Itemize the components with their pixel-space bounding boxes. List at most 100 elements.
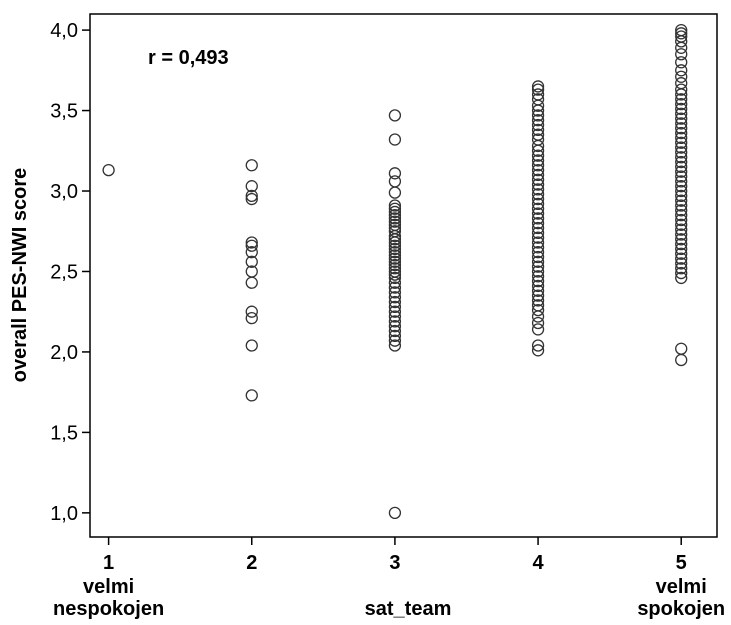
- data-point: [531, 221, 545, 235]
- data-point: [675, 107, 688, 120]
- data-point: [675, 160, 688, 174]
- data-point: [675, 27, 688, 40]
- data-point: [531, 284, 545, 297]
- data-point: [388, 215, 402, 228]
- data-point: [531, 303, 545, 317]
- data-point: [531, 241, 545, 254]
- x-category-label: spokojen: [637, 598, 725, 620]
- x-axis-title: sat_team: [365, 598, 452, 620]
- data-point: [675, 233, 688, 246]
- data-point: [531, 159, 545, 172]
- data-point: [675, 48, 688, 61]
- data-point: [388, 324, 402, 338]
- data-point: [388, 276, 402, 289]
- y-tick-label: 3,0: [50, 181, 78, 203]
- data-point: [675, 64, 688, 77]
- data-point: [388, 186, 402, 199]
- data-point: [675, 353, 688, 367]
- data-point: [675, 213, 688, 227]
- data-point: [675, 41, 688, 54]
- data-point: [531, 202, 545, 215]
- data-point: [388, 167, 402, 180]
- data-point: [388, 255, 402, 268]
- data-point: [388, 271, 402, 285]
- data-point: [531, 226, 545, 240]
- data-point: [531, 123, 545, 137]
- data-point: [531, 255, 545, 268]
- data-point: [675, 88, 688, 101]
- data-point: [388, 334, 402, 347]
- data-point: [245, 159, 258, 172]
- data-point: [388, 315, 402, 328]
- data-point: [388, 300, 402, 314]
- x-tick-label: 4: [532, 552, 544, 574]
- data-point: [675, 175, 688, 188]
- data-point: [531, 265, 545, 278]
- y-tick-label: 1,5: [50, 422, 78, 444]
- data-point: [675, 237, 688, 251]
- y-axis-title: overall PES-NWI score: [9, 168, 31, 383]
- data-point: [388, 239, 402, 252]
- data-point: [675, 146, 688, 159]
- x-tick-label: 1: [103, 552, 114, 574]
- data-point: [388, 252, 402, 265]
- data-point: [675, 97, 688, 111]
- data-point: [531, 310, 545, 323]
- data-point: [531, 178, 545, 191]
- data-point: [245, 236, 258, 249]
- data-point: [388, 175, 402, 188]
- data-point: [531, 88, 545, 101]
- data-point: [675, 102, 688, 116]
- data-point: [675, 189, 688, 202]
- x-category-label: velmi: [656, 576, 707, 598]
- data-point: [388, 212, 402, 225]
- y-tick-label: 2,0: [50, 342, 78, 364]
- data-point: [388, 329, 402, 342]
- data-point: [245, 339, 258, 352]
- data-point: [531, 323, 545, 336]
- data-point: [531, 236, 545, 249]
- data-point: [245, 389, 258, 402]
- data-point: [675, 271, 688, 285]
- data-point: [388, 233, 402, 246]
- data-point: [531, 270, 545, 283]
- data-point: [675, 122, 688, 135]
- y-axis: 1,0 1,5 2,0 2,5 3,0 3,5 4,0: [50, 20, 90, 525]
- data-point: [675, 228, 688, 241]
- data-point: [388, 258, 402, 272]
- data-point: [531, 207, 545, 220]
- data-point: [531, 183, 545, 196]
- data-point: [388, 209, 402, 222]
- data-point: [531, 192, 545, 206]
- data-point: [245, 246, 258, 259]
- y-tick-label: 4,0: [50, 20, 78, 42]
- data-point: [388, 305, 402, 318]
- data-point: [388, 281, 402, 294]
- data-point: [531, 217, 545, 230]
- data-point: [388, 339, 402, 352]
- data-point: [675, 136, 688, 149]
- data-point: [531, 294, 545, 307]
- data-point: [531, 104, 545, 117]
- data-point: [531, 168, 545, 182]
- data-point: [675, 184, 688, 198]
- data-point: [531, 139, 545, 153]
- data-point: [675, 131, 688, 145]
- data-point: [531, 80, 545, 93]
- data-point: [388, 310, 402, 323]
- plot-frame: [89, 13, 718, 538]
- data-point: [675, 194, 688, 207]
- data-point: [388, 506, 402, 520]
- data-points: [102, 23, 688, 520]
- data-point: [388, 202, 402, 215]
- data-point: [388, 229, 402, 243]
- data-point: [531, 274, 545, 288]
- data-point: [675, 56, 688, 69]
- data-point: [675, 242, 688, 256]
- data-point: [675, 223, 688, 236]
- data-point: [245, 276, 258, 289]
- data-point: [675, 342, 688, 355]
- data-point: [675, 70, 688, 83]
- data-point: [245, 189, 258, 202]
